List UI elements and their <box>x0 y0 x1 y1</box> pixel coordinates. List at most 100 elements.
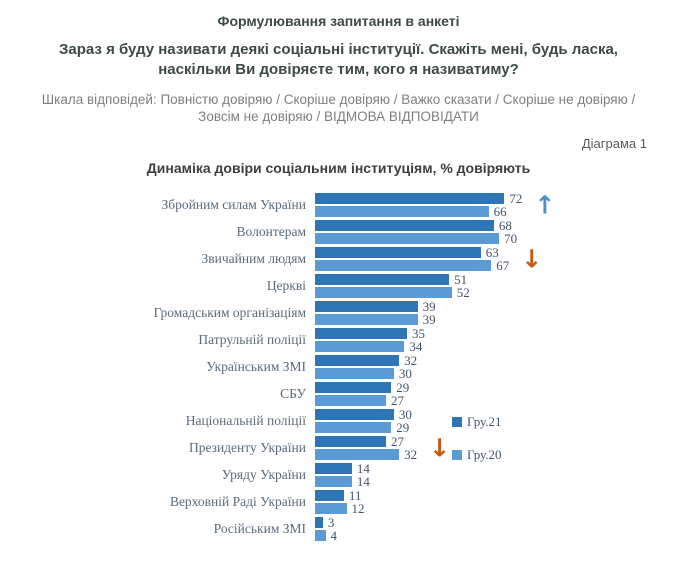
bar-Гру.21 <box>315 219 494 231</box>
chart-row: СБУ 29 27 <box>0 379 677 408</box>
bar-Гру.20 <box>315 367 394 379</box>
category-label: Волонтерам <box>236 223 306 239</box>
value-label: 3 <box>327 514 335 530</box>
trend-down-arrow: ↓ <box>521 244 543 274</box>
bar-Гру.20 <box>315 421 392 433</box>
bar-line: 52 <box>315 286 470 299</box>
bar-line: 32 <box>315 352 418 368</box>
bar-Гру.21 <box>315 246 481 258</box>
bar-line: 14 <box>315 460 370 476</box>
value-label: 27 <box>391 433 404 449</box>
value-label: 63 <box>485 244 499 260</box>
chart-row: Російським ЗМІ 3 4 <box>0 514 677 543</box>
category-bars: 32 30 <box>315 352 418 380</box>
chart-row: Верховній Раді України 11 12 <box>0 487 677 516</box>
bar-Гру.20 <box>315 502 347 514</box>
bar-Гру.20 <box>315 205 489 217</box>
chart-row: Президенту України 27 32 ↓ <box>0 433 677 463</box>
value-label: 35 <box>412 325 426 341</box>
category-bars: 72 66 <box>315 190 523 218</box>
chart-row: Громадським організаціям 39 39 <box>0 298 677 327</box>
bar-line: 4 <box>315 527 338 543</box>
value-label: 14 <box>356 473 370 489</box>
legend-label: Гру.20 <box>467 446 502 462</box>
value-label: 14 <box>356 460 370 476</box>
value-label: 30 <box>398 406 412 422</box>
chart-row: Церкві 51 52 <box>0 273 677 299</box>
category-bars: 29 27 <box>315 379 410 408</box>
category-bars: 11 12 <box>315 487 365 516</box>
category-label: Церкві <box>266 277 306 293</box>
bar-Гру.21 <box>315 381 392 393</box>
value-label: 68 <box>498 217 512 233</box>
bar-line: 12 <box>315 500 365 516</box>
value-label: 11 <box>348 487 362 503</box>
bar-Гру.21 <box>315 516 323 528</box>
category-bars: 14 14 <box>315 460 370 489</box>
category-label: Громадським організаціям <box>153 304 306 320</box>
bar-line: 30 <box>315 406 412 422</box>
chart-row: Збройним силам України 72 66 ↑ <box>0 190 677 218</box>
trend-down-arrow: ↓ <box>429 433 451 463</box>
bar-line: 66 <box>315 205 522 218</box>
bar-line: 72 <box>315 190 523 206</box>
bar-Гру.21 <box>315 462 352 474</box>
category-bars: 63 67 <box>315 244 509 272</box>
chart-row: Українським ЗМІ 32 30 <box>0 352 677 380</box>
value-label: 32 <box>404 446 418 462</box>
survey-question-text: Зараз я буду називати деякі соціальні ін… <box>59 41 618 78</box>
bar-Гру.20 <box>315 232 500 244</box>
value-label: 27 <box>391 392 404 408</box>
bar-line: 35 <box>315 325 426 341</box>
category-label: СБУ <box>280 385 306 401</box>
legend-swatch-icon <box>452 449 462 460</box>
trust-bar-chart: Збройним силам України 72 66 ↑ Волонтерам 68 7… <box>0 190 677 543</box>
bar-Гру.21 <box>315 354 400 366</box>
bar-Гру.21 <box>315 273 450 285</box>
bar-line: 67 <box>315 259 509 272</box>
category-bars: 30 29 <box>315 406 412 435</box>
answer-scale-text: Шкала відповідей: Повністю довіряю / Ско… <box>41 92 636 124</box>
value-label: 39 <box>422 311 436 327</box>
bar-line: 30 <box>315 367 417 380</box>
value-label: 39 <box>422 298 436 314</box>
category-label: Президенту України <box>188 439 306 455</box>
bar-Гру.20 <box>315 340 405 352</box>
category-bars: 35 34 <box>315 325 426 354</box>
bar-Гру.21 <box>315 192 505 204</box>
bar-line: 11 <box>315 487 365 503</box>
category-label: Звичайним людям <box>201 250 307 266</box>
value-label: 70 <box>504 230 518 246</box>
bar-Гру.20 <box>315 448 400 460</box>
bar-line: 27 <box>315 392 409 408</box>
bar-Гру.20 <box>315 394 386 406</box>
category-label: Українським ЗМІ <box>206 358 306 374</box>
value-label: 12 <box>351 500 365 516</box>
legend-item: Гру.20 <box>452 447 501 463</box>
category-bars: 27 32 <box>315 433 418 462</box>
value-label: 34 <box>409 338 423 354</box>
bar-Гру.20 <box>315 286 452 298</box>
bar-line: 32 <box>315 446 418 462</box>
bar-line: 63 <box>315 244 509 260</box>
legend-label: Гру.21 <box>467 413 502 429</box>
category-label: Уряду України <box>221 466 306 482</box>
value-label: 4 <box>330 527 338 543</box>
value-label: 29 <box>396 419 410 435</box>
chart-legend: Гру.21 Гру.20 <box>452 414 501 480</box>
chart-row: Звичайним людям 63 67 ↓ <box>0 244 677 274</box>
bar-Гру.20 <box>315 259 492 271</box>
bar-Гру.20 <box>315 475 352 487</box>
chart-row: Уряду України 14 14 <box>0 460 677 489</box>
value-label: 32 <box>404 352 418 368</box>
value-label: 72 <box>509 190 523 206</box>
bar-line: 39 <box>315 298 436 314</box>
bar-line: 68 <box>315 217 517 233</box>
category-label: Збройним силам України <box>161 196 306 212</box>
legend-swatch-icon <box>452 416 462 427</box>
bar-Гру.21 <box>315 435 386 447</box>
bar-line: 3 <box>315 514 337 530</box>
bar-line: 39 <box>315 311 436 327</box>
value-label: 29 <box>396 379 410 395</box>
category-label: Верховній Раді України <box>169 493 306 509</box>
